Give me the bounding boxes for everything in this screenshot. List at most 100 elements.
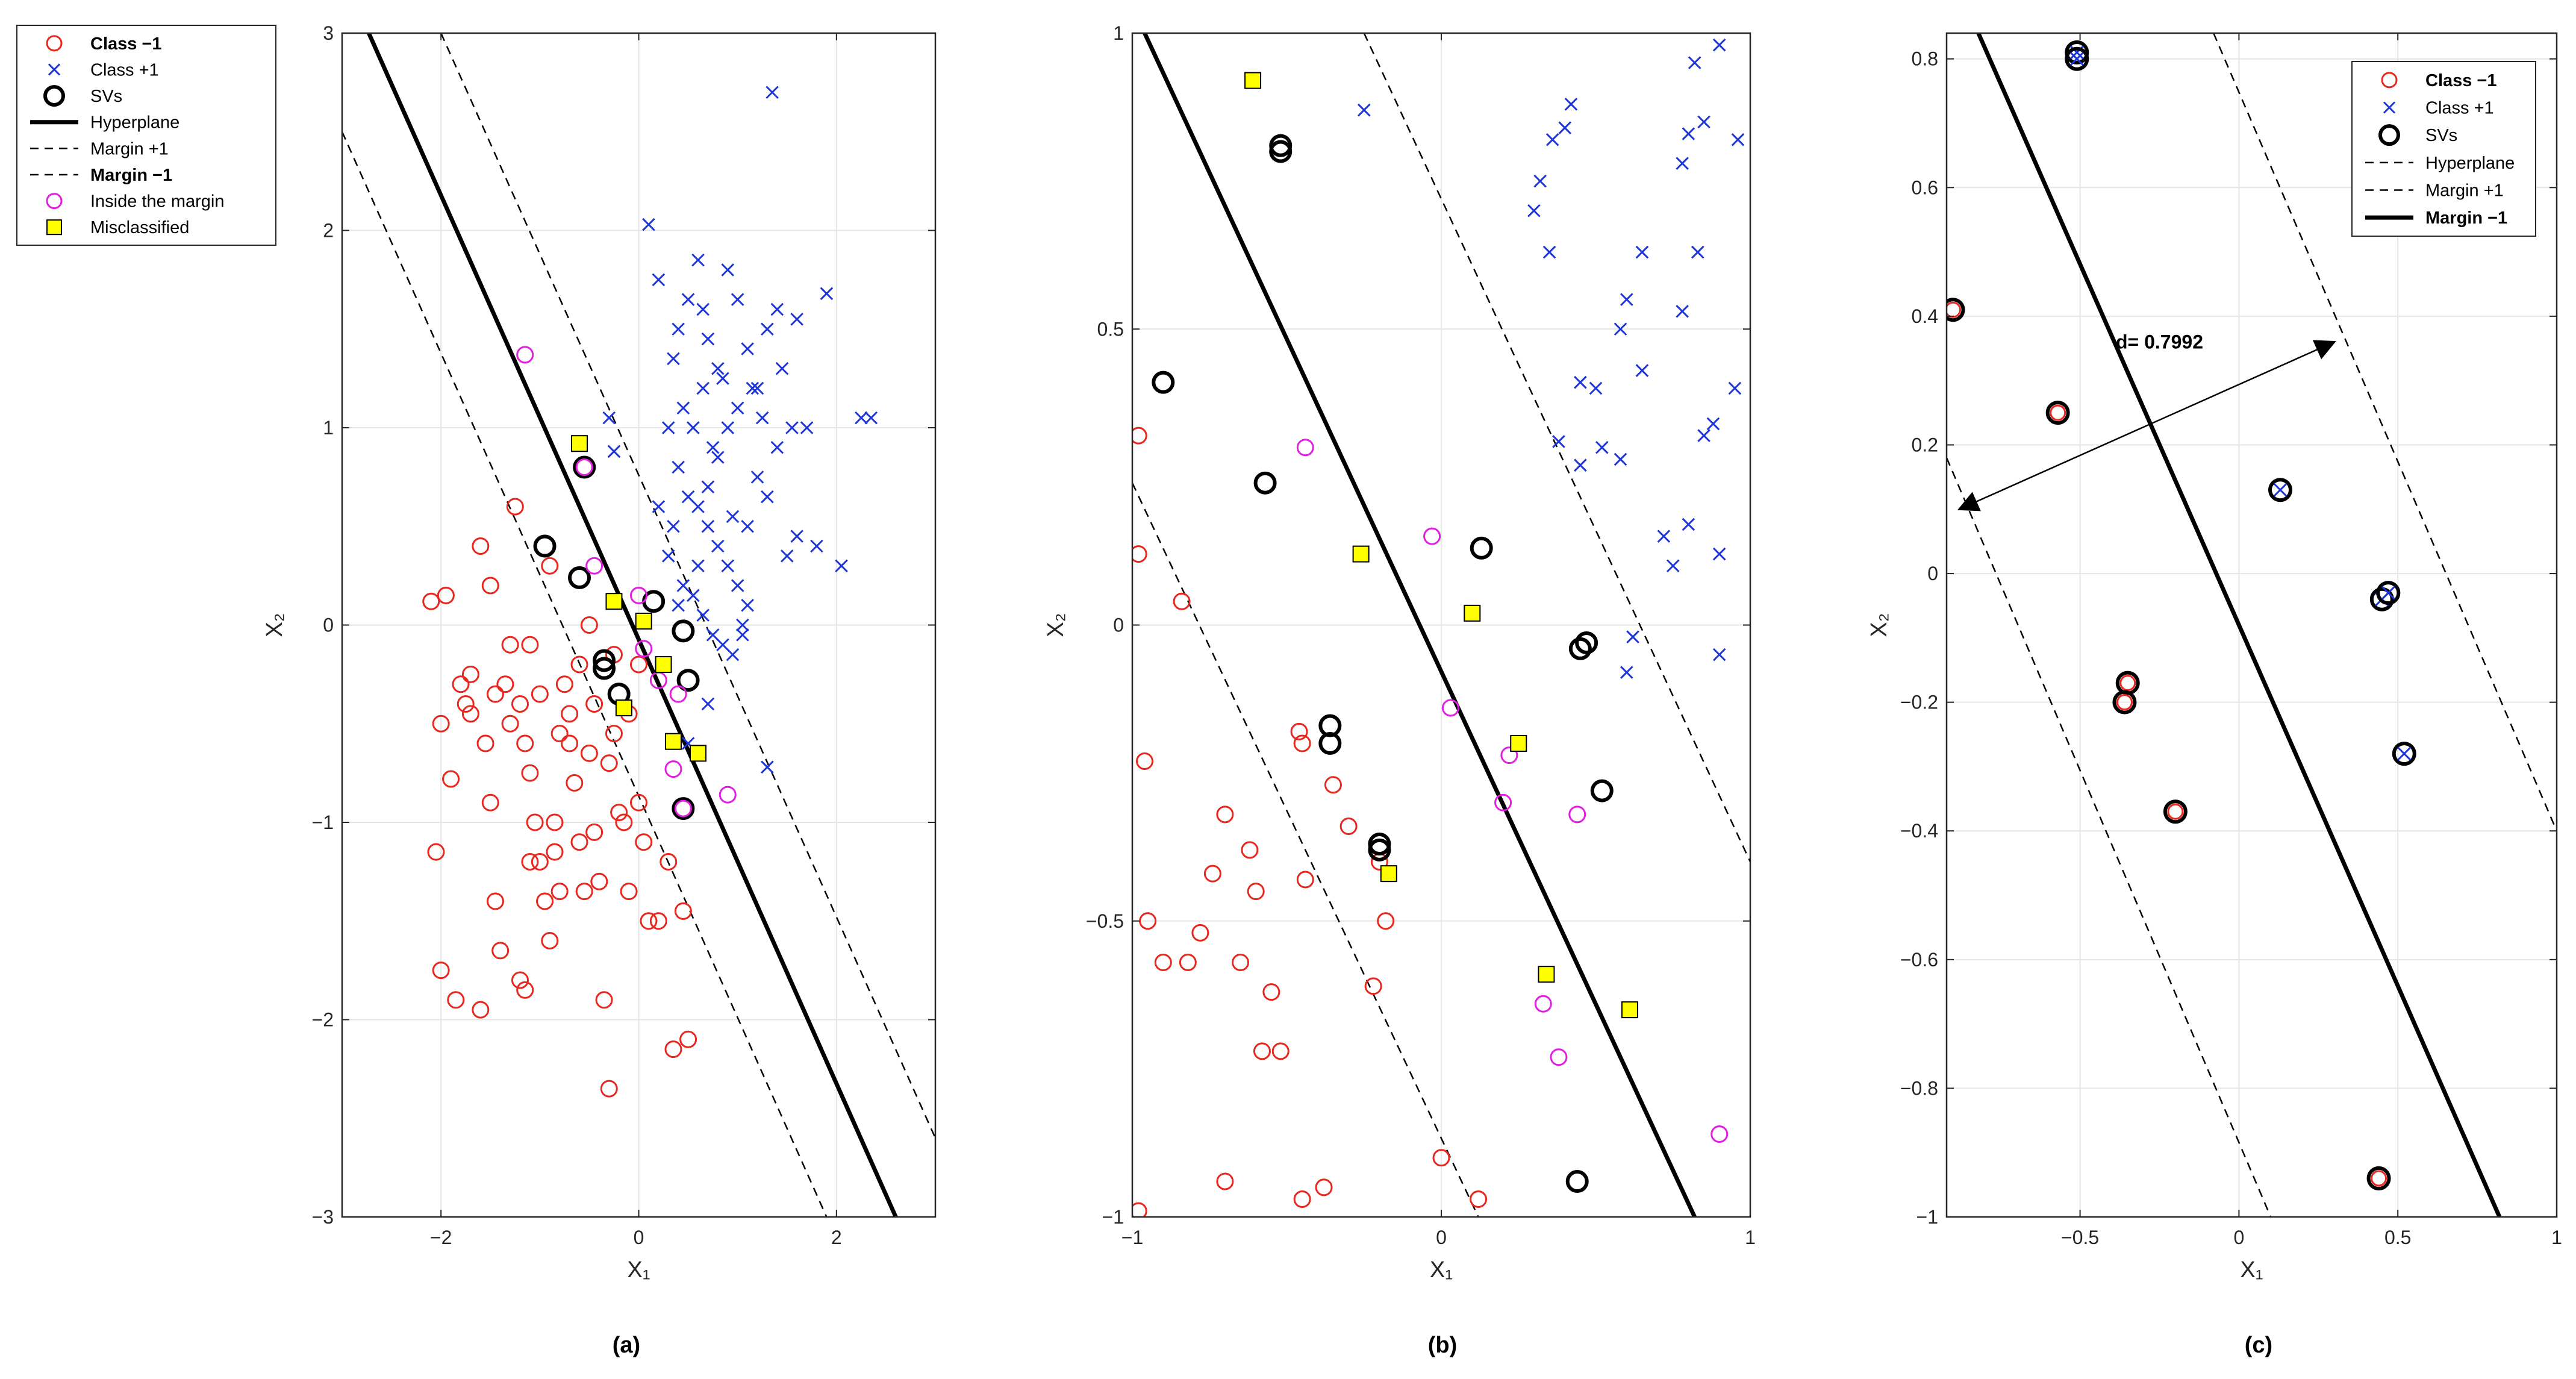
data-point [1269,140,1293,163]
data-point [664,760,682,778]
marker-circle [600,754,618,772]
x-tick-label: 0.5 [2384,1227,2411,1248]
data-point [536,892,554,910]
marker-sv [593,657,616,680]
marker-sv [593,649,616,672]
legend-marker [46,219,62,236]
data-point [461,705,479,723]
data-point [2163,799,2188,824]
data-point [1691,245,1704,259]
marker-x-b [716,372,729,385]
legend-label: Class −1 [90,34,162,54]
data-point [1527,204,1541,217]
data-point [1621,1001,1638,1019]
marker-x-b [800,421,814,434]
data-point [1565,1170,1589,1193]
data-point [716,638,729,652]
data-point [674,799,692,818]
marker-x-b [780,549,794,563]
marker-circle [2167,803,2184,820]
data-point [810,539,823,553]
data-point [511,971,529,989]
data-point [736,628,749,642]
marker-x-b [1706,417,1720,431]
marker-x-b [1712,648,1726,661]
y-tick-label: 0 [323,614,334,636]
marker-circle [570,655,588,674]
data-point [1290,722,1308,740]
marker-x-b [1620,666,1633,679]
data-point [432,962,450,980]
line-margin-neg [1132,483,1479,1217]
marker-circle [501,715,519,733]
y-tick-label: 0 [1927,563,1938,584]
x-tick-label: 1 [2551,1227,2562,1248]
panel-b: −1 0 1 −1 −0.5 0 0.5 1 X₁ X₂ [1043,22,1756,1283]
marker-circle [546,843,564,861]
marker-square [664,733,682,750]
data-point [691,253,705,267]
legend-label: Margin −1 [2425,208,2507,228]
marker-sv [1253,471,1277,495]
legend-item: Margin +1 [30,139,169,158]
data-point [481,793,499,811]
line-hyperplane [1143,33,1697,1217]
marker-circle [452,675,470,693]
data-point [1423,527,1441,545]
marker-x-b [731,579,744,592]
marker-x-b [681,737,695,750]
marker-circle [472,1001,490,1019]
marker-square [605,593,623,610]
axes-frame [1945,32,2558,1218]
x-axis-label: X₁ [1430,1257,1453,1283]
sv-ring [2163,799,2188,824]
data-point [442,770,460,788]
legend-label: Hyperplane [90,113,179,133]
marker-x-b [766,86,779,99]
line-margin-pos [2213,33,2557,831]
marker-x-b [686,421,700,434]
marker-circle [575,883,593,901]
marker-circle [432,962,450,980]
data-point [1318,732,1342,755]
marker-circle [461,665,479,683]
data-point [800,421,814,434]
data-point [1247,883,1265,901]
marker-circle [491,942,510,960]
data-point [855,411,868,425]
data-point [521,853,539,871]
data-point [1538,966,1555,983]
marker-square [1352,545,1370,563]
marker-circle [585,695,603,713]
data-point [741,598,754,612]
marker-circle [610,804,628,822]
data-point [1136,752,1154,770]
data-point [1711,1125,1729,1143]
marker-x-b [1635,364,1649,377]
data-point [770,440,784,454]
x-tick-label: 0 [2233,1227,2244,1248]
data-point [790,313,803,326]
marker-x-b [726,648,740,661]
marker-x-b [835,559,848,573]
legend-c: Class −1 Class +1 SVs Hyperplane Margin +1 Ma… [2351,61,2536,237]
data-point [1154,954,1172,972]
marker-circle [437,586,455,604]
data-point [571,435,588,452]
data-point [701,332,715,346]
data-point [1682,127,1695,140]
marker-circle [546,813,564,831]
distance-arrow [1957,340,2336,511]
series-inside-the-margin [1296,439,1729,1143]
marker-circle [1216,805,1234,824]
data-point [1510,735,1527,752]
legend-marker [2381,72,2398,89]
data-point [1712,38,1726,52]
legend-item: Misclassified [46,218,189,237]
data-point [1441,699,1459,717]
data-point [1339,818,1358,836]
data-point [652,500,666,513]
data-point [1296,439,1314,457]
marker-x-b [721,559,735,573]
